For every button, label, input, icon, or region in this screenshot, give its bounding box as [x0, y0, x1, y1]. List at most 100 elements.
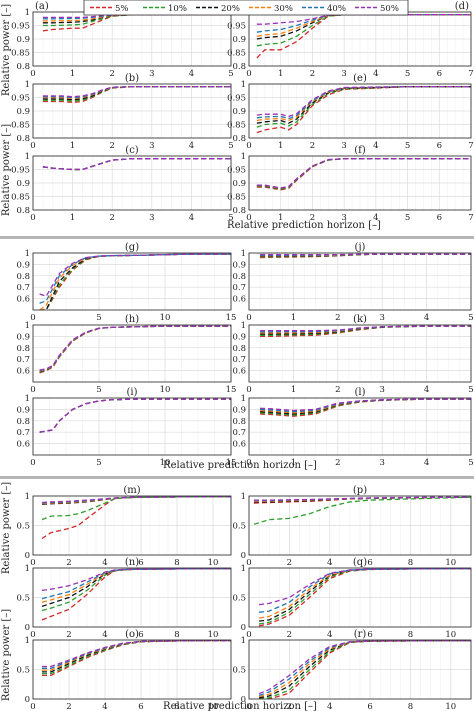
y-tick-label: 0.6 [232, 367, 246, 377]
legend-label: 5% [115, 4, 129, 14]
y-tick-label: 0.5 [232, 666, 246, 676]
y-tick-label: 0.8 [232, 417, 246, 427]
panel-label-b: (b) [125, 73, 139, 84]
group-separator-2 [0, 476, 474, 479]
panel-label-i: (i) [126, 387, 137, 398]
panel-label-r: (r) [354, 629, 367, 640]
series-line-30pct [256, 86, 471, 122]
legend-label: 50% [380, 4, 399, 14]
y-axis-label-3b: Relative power [–] [1, 609, 12, 701]
series-line-50pct [41, 568, 231, 592]
axes-frame [32, 397, 232, 456]
y-tick-label: 0.6 [16, 440, 30, 450]
panel-label-g: (g) [125, 242, 139, 253]
x-tick-label: 2 [310, 69, 315, 79]
x-tick-label: 3 [341, 141, 346, 151]
axes-frame [248, 397, 472, 456]
y-tick-label: 0.9 [16, 179, 30, 189]
y-tick-label: 0.95 [11, 22, 30, 32]
series-line-50pct [259, 568, 471, 606]
axes-frame [32, 83, 232, 139]
series-line-50pct [39, 253, 231, 298]
axes-frame [248, 83, 472, 139]
x-tick-label: 2 [287, 558, 292, 568]
panel-label-c: (c) [125, 145, 139, 156]
panel-f: 0 1 2 3 4 5 6 7 0.8 0.85 0.9 0.95 1 (f) [227, 145, 474, 223]
y-tick-label: 0.95 [227, 94, 246, 104]
x-tick-label: 0 [246, 69, 251, 79]
x-axis-label-2: Relative prediction horizon [–] [163, 460, 317, 471]
panel-label-f: (f) [354, 145, 366, 156]
x-tick-label: 2 [66, 702, 71, 711]
series-line-50pct [256, 158, 471, 189]
y-tick-label: 0.5 [16, 522, 30, 532]
y-tick-label: 0.7 [16, 428, 30, 438]
x-tick-label: 10 [208, 630, 219, 640]
x-tick-label: 2 [109, 213, 114, 223]
panel-a: 0 1 2 3 4 5 0.8 0.85 0.9 0.95 1 (a) [11, 1, 234, 79]
panel-label-q: (q) [353, 557, 367, 568]
x-tick-label: 0 [30, 558, 35, 568]
y-axis-label-1b: Relative power [–] [1, 124, 12, 216]
axes-frame [32, 567, 232, 628]
x-tick-label: 3 [379, 385, 384, 395]
y-tick-label: 0.8 [16, 344, 30, 354]
series-group [260, 398, 471, 417]
y-tick-label: 0.85 [227, 49, 246, 59]
y-tick-label: 0.8 [16, 417, 30, 427]
x-tick-label: 15 [226, 458, 237, 468]
x-axis-label-3: Relative prediction horizon [–] [163, 701, 317, 711]
x-tick-label: 10 [445, 702, 456, 711]
series-line-50pct [256, 86, 471, 118]
y-tick-label: 1 [25, 636, 30, 646]
x-tick-label: 0 [246, 213, 251, 223]
panel-q: 0 2 4 6 8 10 0 0.5 1 (q) [232, 557, 472, 640]
x-tick-label: 5 [405, 69, 410, 79]
y-tick-label: 0.9 [16, 260, 30, 270]
plot-area: 0 1 2 3 4 50.80.850.90.951(a)0 1 2 3 4 5 6 70.80.850… [11, 1, 474, 711]
x-tick-label: 0 [246, 313, 251, 323]
axes-frame [32, 155, 232, 211]
x-tick-label: 0 [30, 213, 35, 223]
series-group [253, 496, 471, 525]
y-tick-label: 1 [241, 394, 246, 404]
panel-label-a: (a) [35, 1, 49, 12]
series-line-20pct [42, 640, 231, 673]
series-line-5pct [42, 640, 231, 677]
x-tick-label: 8 [408, 702, 413, 711]
series-group [256, 158, 471, 191]
x-tick-label: 8 [408, 558, 413, 568]
x-tick-label: 0 [30, 702, 35, 711]
x-tick-label: 15 [226, 313, 237, 323]
series-line-30pct [39, 253, 231, 310]
series-group [42, 640, 231, 677]
y-tick-label: 0.6 [16, 367, 30, 377]
x-tick-label: 6 [138, 630, 143, 640]
series-group [41, 496, 231, 540]
y-tick-label: 0.7 [232, 283, 246, 293]
x-tick-label: 4 [373, 213, 378, 223]
axes-frame [248, 495, 472, 556]
series-line-30pct [42, 86, 231, 99]
series-line-10pct [42, 640, 231, 675]
y-tick-label: 1 [241, 249, 246, 259]
legend-label: 40% [327, 4, 346, 14]
x-tick-label: 0 [30, 141, 35, 151]
y-tick-label: 1 [25, 321, 30, 331]
y-tick-label: 0.8 [232, 62, 246, 72]
series-line-10pct [41, 496, 231, 521]
x-tick-label: 4 [327, 558, 332, 568]
series-line-50pct [254, 496, 471, 501]
y-tick-label: 1 [241, 80, 246, 90]
panel-label-e: (e) [353, 73, 367, 84]
x-tick-label: 10 [160, 458, 171, 468]
x-tick-label: 1 [291, 313, 296, 323]
y-tick-label: 0.6 [232, 295, 246, 305]
y-tick-label: 0.9 [232, 332, 246, 342]
y-tick-label: 0.85 [11, 193, 30, 203]
legend-label: 20% [221, 4, 240, 14]
x-tick-label: 5 [468, 313, 473, 323]
x-tick-label: 10 [208, 558, 219, 568]
